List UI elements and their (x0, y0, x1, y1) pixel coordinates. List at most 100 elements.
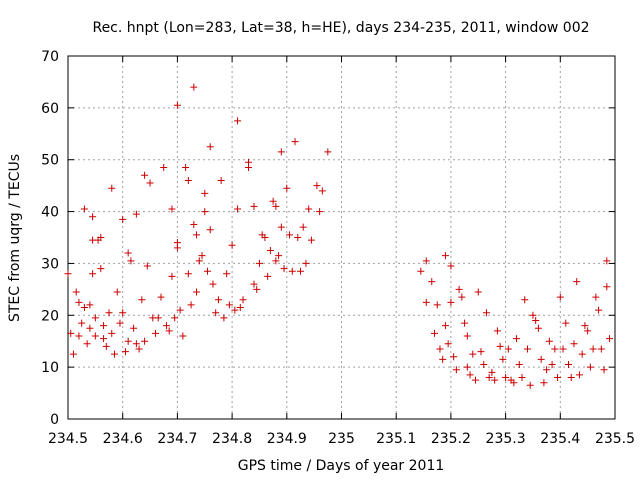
y-tick-label: 40 (41, 205, 59, 221)
data-point (504, 345, 512, 353)
x-tick-label: 235.2 (431, 431, 471, 447)
data-point (231, 306, 239, 314)
data-point (430, 329, 438, 337)
data-point (450, 353, 458, 361)
data-point (485, 374, 493, 382)
data-point (515, 361, 523, 369)
data-point (441, 252, 449, 260)
data-point (64, 270, 72, 278)
data-point (236, 304, 244, 312)
data-point (318, 187, 326, 195)
data-point (143, 262, 151, 270)
data-point (272, 257, 280, 265)
data-point (277, 148, 285, 156)
data-point (97, 265, 105, 273)
data-point (603, 283, 611, 291)
data-point (472, 376, 480, 384)
data-point (277, 223, 285, 231)
y-tick-label: 0 (50, 412, 59, 428)
data-point (474, 288, 482, 296)
data-point (190, 221, 198, 229)
data-point (597, 345, 605, 353)
data-point (436, 345, 444, 353)
data-point (108, 329, 116, 337)
data-point (108, 184, 116, 192)
data-point (83, 340, 91, 348)
data-point (146, 179, 154, 187)
data-point (548, 361, 556, 369)
data-point (105, 309, 113, 317)
data-point (165, 327, 173, 335)
x-axis-title: GPS time / Days of year 2011 (238, 458, 445, 474)
y-tick-label: 60 (41, 101, 59, 117)
data-point (586, 363, 594, 371)
data-point (313, 182, 321, 190)
data-point (422, 257, 430, 265)
data-point (138, 296, 146, 304)
data-point (556, 293, 564, 301)
data-point (160, 163, 168, 171)
data-point (600, 366, 608, 374)
data-point (182, 163, 190, 171)
data-point (206, 226, 214, 234)
data-point (173, 101, 181, 109)
data-point (439, 355, 447, 363)
data-point (168, 205, 176, 213)
data-point (198, 252, 206, 260)
data-point (584, 327, 592, 335)
data-point (100, 335, 108, 343)
data-point (217, 176, 225, 184)
data-point (171, 314, 179, 322)
data-point (573, 278, 581, 286)
data-point (428, 278, 436, 286)
data-point (102, 342, 110, 350)
grid-lines (68, 56, 615, 419)
data-point (201, 189, 209, 197)
data-point (89, 270, 97, 278)
data-point (499, 355, 507, 363)
data-point (299, 223, 307, 231)
y-axis-title: STEC from uqrg / TECUs (7, 154, 23, 322)
data-point (250, 202, 258, 210)
data-point (261, 234, 269, 241)
x-tick-label: 234.5 (48, 431, 88, 447)
data-point (606, 335, 614, 343)
data-point (253, 285, 261, 293)
data-point (206, 143, 214, 151)
data-point (417, 267, 425, 275)
data-point (458, 293, 466, 301)
x-tick-labels: 234.5 234.6 234.7 234.8 234.9 235 235.1 235.2 23… (48, 431, 635, 447)
data-point (176, 306, 184, 314)
x-tick-label: 235.5 (595, 431, 635, 447)
data-point (97, 234, 105, 241)
data-point (154, 314, 162, 322)
data-point (141, 337, 149, 345)
axis-ticks (67, 55, 616, 420)
data-point (534, 324, 542, 332)
data-point (266, 246, 274, 254)
data-point (80, 304, 88, 312)
data-point (86, 324, 94, 332)
data-point (466, 371, 474, 379)
data-point (72, 288, 80, 296)
y-tick-label: 10 (41, 360, 59, 376)
data-point (75, 332, 83, 340)
data-point (124, 249, 132, 257)
data-point (565, 361, 573, 369)
data-point (220, 314, 228, 322)
x-tick-label: 235.3 (486, 431, 526, 447)
data-point (288, 267, 296, 275)
data-point (212, 309, 220, 317)
data-point (113, 288, 121, 296)
data-point (529, 311, 537, 319)
data-point (225, 301, 233, 309)
data-point (316, 208, 324, 216)
data-point (283, 184, 291, 192)
data-point (78, 319, 86, 327)
data-point (567, 374, 575, 382)
data-point (433, 301, 441, 309)
data-point (286, 231, 294, 239)
data-point (116, 319, 124, 327)
data-point (187, 301, 195, 309)
